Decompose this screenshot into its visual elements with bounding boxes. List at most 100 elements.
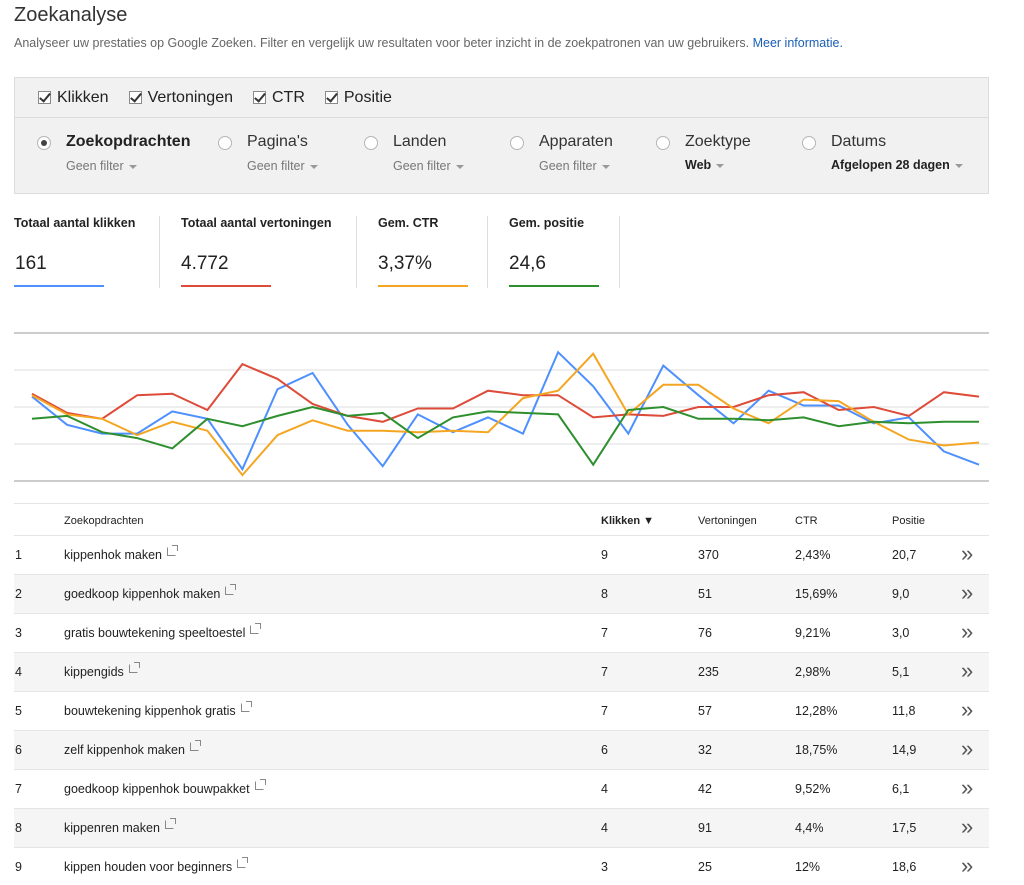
caret-down-icon xyxy=(309,164,318,169)
filter-dropdown[interactable]: Geen filter xyxy=(247,159,318,173)
description-text: Analyseer uw prestaties op Google Zoeken… xyxy=(14,36,750,50)
filter-dropdown[interactable]: Web xyxy=(685,158,725,172)
double-chevron-right-icon[interactable]: » xyxy=(961,619,973,644)
filter-dropdown[interactable]: Geen filter xyxy=(393,159,464,173)
double-chevron-right-icon[interactable]: » xyxy=(961,853,973,878)
query-cell[interactable]: kippenren maken xyxy=(64,818,176,835)
external-link-icon[interactable] xyxy=(164,818,176,829)
row-number: 5 xyxy=(15,704,22,718)
series-color-bar xyxy=(378,285,468,287)
summary-clicks[interactable]: Totaal aantal klikken 161 xyxy=(14,216,160,288)
table-row[interactable]: 3 gratis bouwtekening speeltoestel 7 76 9,21… xyxy=(14,614,989,653)
position-cell: 11,8 xyxy=(892,704,916,718)
header-clicks[interactable]: Klikken ▼ xyxy=(601,515,655,527)
header-queries[interactable]: Zoekopdrachten xyxy=(64,515,144,527)
query-cell[interactable]: kippenhok maken xyxy=(64,545,178,562)
table-row[interactable]: 8 kippenren maken 4 91 4,4% 17,5 » xyxy=(14,809,989,848)
checkbox-checked-icon[interactable] xyxy=(324,91,338,104)
row-number: 6 xyxy=(15,743,22,757)
checkbox-checked-icon[interactable] xyxy=(38,91,51,104)
external-link-icon[interactable] xyxy=(254,779,266,790)
ctr-cell: 18,75% xyxy=(795,743,838,757)
series-color-bar xyxy=(14,285,104,287)
external-link-icon[interactable] xyxy=(237,857,249,868)
caret-down-icon xyxy=(128,164,137,169)
metric-checkbox-clicks[interactable]: Klikken xyxy=(38,89,109,107)
clicks-cell: 4 xyxy=(601,782,608,796)
summary-ctr[interactable]: Gem. CTR 3,37% xyxy=(357,216,488,288)
table-row[interactable]: 6 zelf kippenhok maken 6 32 18,75% 14,9 » xyxy=(14,731,989,770)
position-cell: 6,1 xyxy=(892,782,910,796)
table-row[interactable]: 9 kippen houden voor beginners 3 25 12% 18,6 » xyxy=(14,848,989,885)
ctr-cell: 2,98% xyxy=(795,665,831,679)
table-header: Zoekopdrachten Klikken ▼ Vertoningen CTR… xyxy=(14,503,989,536)
filter-dropdown[interactable]: Afgelopen 28 dagen xyxy=(831,158,963,172)
query-cell[interactable]: bouwtekening kippenhok gratis xyxy=(64,701,252,718)
impressions-cell: 235 xyxy=(698,665,719,679)
clicks-cell: 6 xyxy=(601,743,608,757)
dimensions-row: Zoekopdrachten Geen filter Pagina's Geen… xyxy=(15,119,988,194)
external-link-icon[interactable] xyxy=(128,662,140,673)
query-cell[interactable]: goedkoop kippenhok maken xyxy=(64,584,237,601)
query-cell[interactable]: kippengids xyxy=(64,662,140,679)
radio-icon[interactable] xyxy=(364,136,378,150)
filter-dropdown[interactable]: Geen filter xyxy=(66,159,137,173)
series-line-3[interactable] xyxy=(31,405,979,467)
series-line-2[interactable] xyxy=(31,352,980,477)
radio-icon[interactable] xyxy=(510,136,524,150)
query-cell[interactable]: kippen houden voor beginners xyxy=(64,857,249,874)
metric-checkbox-ctr[interactable]: CTR xyxy=(252,89,305,107)
radio-icon[interactable] xyxy=(656,136,670,150)
row-number: 3 xyxy=(15,626,22,640)
query-cell[interactable]: zelf kippenhok maken xyxy=(64,740,201,757)
radio-icon[interactable] xyxy=(802,136,816,150)
clicks-cell: 8 xyxy=(601,587,608,601)
clicks-cell: 3 xyxy=(601,860,608,874)
position-cell: 18,6 xyxy=(892,860,917,874)
table-body: 1 kippenhok maken 9 370 2,43% 20,7 » 2 goedkoop … xyxy=(14,536,989,885)
query-cell[interactable]: goedkoop kippenhok bouwpakket xyxy=(64,779,266,796)
double-chevron-right-icon[interactable]: » xyxy=(961,814,973,839)
external-link-icon[interactable] xyxy=(166,545,178,556)
filter-dropdown[interactable]: Geen filter xyxy=(539,159,610,173)
clicks-cell: 7 xyxy=(601,626,608,640)
table-row[interactable]: 5 bouwtekening kippenhok gratis 7 57 12,28% 1… xyxy=(14,692,989,731)
external-link-icon[interactable] xyxy=(250,623,262,634)
metric-checkbox-position[interactable]: Positie xyxy=(324,89,392,107)
query-cell[interactable]: gratis bouwtekening speeltoestel xyxy=(64,623,262,640)
table-row[interactable]: 4 kippengids 7 235 2,98% 5,1 » xyxy=(14,653,989,692)
header-impressions[interactable]: Vertoningen xyxy=(698,515,757,527)
radio-icon[interactable] xyxy=(218,136,232,150)
header-position[interactable]: Positie xyxy=(892,515,926,527)
double-chevron-right-icon[interactable]: » xyxy=(961,580,973,605)
ctr-cell: 4,4% xyxy=(795,821,824,835)
performance-chart[interactable] xyxy=(14,330,989,490)
position-cell: 9,0 xyxy=(892,587,910,601)
double-chevron-right-icon[interactable]: » xyxy=(961,541,973,566)
position-cell: 5,1 xyxy=(892,665,910,679)
double-chevron-right-icon[interactable]: » xyxy=(961,697,973,722)
clicks-cell: 7 xyxy=(601,704,608,718)
checkbox-checked-icon[interactable] xyxy=(128,91,142,104)
impressions-cell: 42 xyxy=(698,782,712,796)
table-row[interactable]: 1 kippenhok maken 9 370 2,43% 20,7 » xyxy=(14,536,989,575)
table-row[interactable]: 7 goedkoop kippenhok bouwpakket 4 42 9,52% 6,… xyxy=(14,770,989,809)
summary-impressions[interactable]: Totaal aantal vertoningen 4.772 xyxy=(160,216,357,288)
external-link-icon[interactable] xyxy=(240,701,252,712)
double-chevron-right-icon[interactable]: » xyxy=(961,658,973,683)
double-chevron-right-icon[interactable]: » xyxy=(961,736,973,761)
metric-checkbox-impressions[interactable]: Vertoningen xyxy=(128,89,233,107)
series-line-0[interactable] xyxy=(31,350,980,472)
double-chevron-right-icon[interactable]: » xyxy=(961,775,973,800)
summary-position[interactable]: Gem. positie 24,6 xyxy=(488,216,620,288)
row-number: 2 xyxy=(15,587,22,601)
checkbox-checked-icon[interactable] xyxy=(252,91,266,104)
summary-cards: Totaal aantal klikken 161 Totaal aantal … xyxy=(14,216,620,288)
external-link-icon[interactable] xyxy=(189,740,201,751)
table-row[interactable]: 2 goedkoop kippenhok maken 8 51 15,69% 9,0 » xyxy=(14,575,989,614)
header-ctr[interactable]: CTR xyxy=(795,515,818,527)
series-color-bar xyxy=(509,285,599,287)
external-link-icon[interactable] xyxy=(225,584,237,595)
radio-selected-icon[interactable] xyxy=(37,136,51,150)
more-info-link[interactable]: Meer informatie. xyxy=(752,36,843,50)
